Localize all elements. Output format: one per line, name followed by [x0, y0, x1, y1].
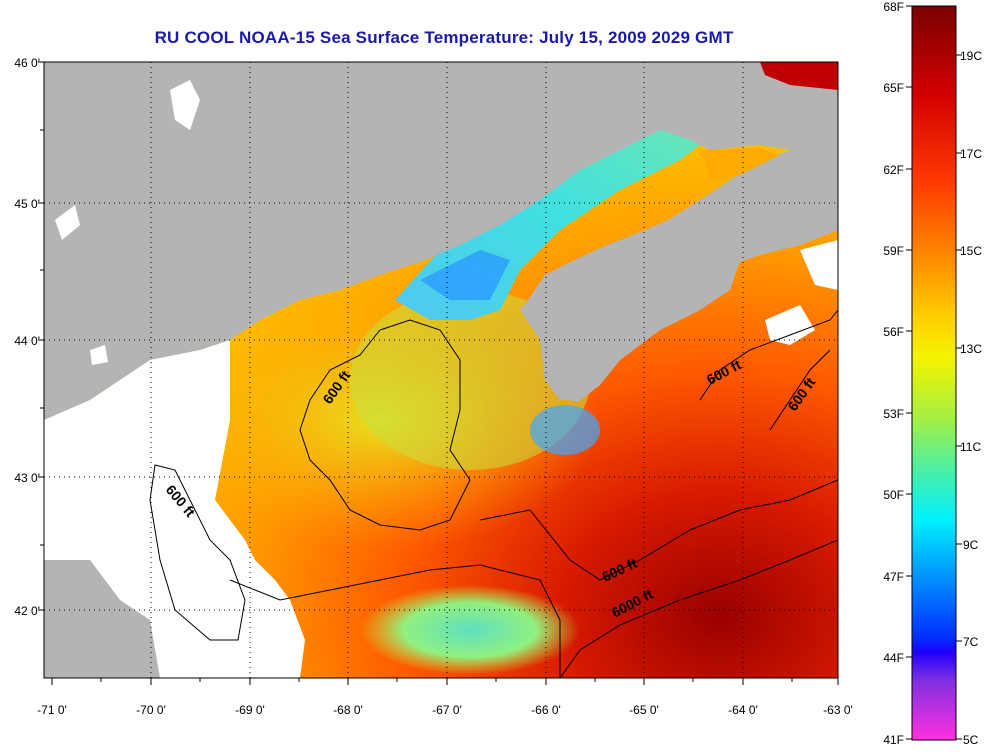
- colorbar-label-f: 47F: [883, 570, 904, 584]
- land-nova-scotia: [528, 175, 838, 402]
- colorbar-label-f: 53F: [883, 407, 904, 421]
- contour-line: [769, 349, 831, 431]
- lon-ticks: [51, 678, 839, 685]
- colorbar-label-c: 11C: [960, 440, 981, 454]
- cloud-patch: [800, 240, 838, 290]
- warm-patch-northeast: [760, 62, 838, 90]
- cool-upwelling: [530, 405, 600, 455]
- cloud-patch: [765, 305, 815, 345]
- contour-line: [149, 464, 246, 641]
- map-area: 600 ft 600 ft 600 ft 600 ft 600 ft 6000 …: [44, 62, 838, 678]
- colorbar-label-f: 41F: [883, 733, 904, 747]
- cloud-over-land: [90, 345, 108, 365]
- colorbar: [911, 5, 957, 741]
- colorbar-label-f: 65F: [883, 81, 904, 95]
- colorbar-label-f: 62F: [883, 163, 904, 177]
- lat-label: 44 0': [14, 334, 40, 348]
- lon-label: -64 0': [728, 703, 758, 717]
- lon-label: -63 0': [823, 703, 853, 717]
- colorbar-label-c: 9C: [963, 538, 979, 552]
- lon-label: -68 0': [333, 703, 363, 717]
- depth-contours: [149, 309, 838, 678]
- colorbar-label-c: 15C: [960, 244, 982, 258]
- land-massachusetts: [44, 620, 130, 668]
- lon-label: -71 0': [37, 703, 67, 717]
- minas-basin-warm: [700, 148, 780, 180]
- colorbar-label-f: 56F: [883, 325, 904, 339]
- cloud-over-land: [55, 205, 80, 240]
- colorbar-label-f: 50F: [883, 488, 904, 502]
- lat-label: 42 0': [14, 604, 40, 618]
- contour-line: [479, 479, 838, 581]
- map-border: [43, 61, 839, 679]
- lat-ticks: [38, 61, 44, 611]
- georges-bank-cool-patch: [360, 585, 580, 675]
- lon-label: -67 0': [432, 703, 462, 717]
- colorbar-label-c: 13C: [960, 342, 982, 356]
- lon-label: -66 0': [531, 703, 561, 717]
- lon-label: -65 0': [629, 703, 659, 717]
- gulf-mid-region: [350, 290, 590, 470]
- lat-label: 43 0': [14, 471, 40, 485]
- colorbar-label-f: 68F: [883, 0, 904, 14]
- colorbar-label-f: 44F: [883, 651, 904, 665]
- lon-label: -70 0': [136, 703, 166, 717]
- colorbar-label-c: 19C: [960, 49, 982, 63]
- colorbar-label-c: 5C: [963, 733, 979, 747]
- colorbar-label-c: 7C: [963, 635, 979, 649]
- contour-line: [299, 319, 471, 531]
- contour-line: [699, 309, 838, 401]
- cloud-over-land: [170, 80, 200, 130]
- fundy-cold-core: [420, 250, 510, 300]
- lon-label: -69 0': [235, 703, 265, 717]
- contour-line: [229, 564, 561, 678]
- colorbar-label-c: 17C: [960, 147, 982, 161]
- contour-line: [559, 539, 838, 678]
- colorbar-label-f: 59F: [883, 244, 904, 258]
- lat-label: 46 0': [14, 56, 40, 70]
- map-title: RU COOL NOAA-15 Sea Surface Temperature:…: [154, 28, 734, 47]
- lat-label: 45 0': [14, 197, 40, 211]
- colorbar-ticks: [906, 5, 962, 740]
